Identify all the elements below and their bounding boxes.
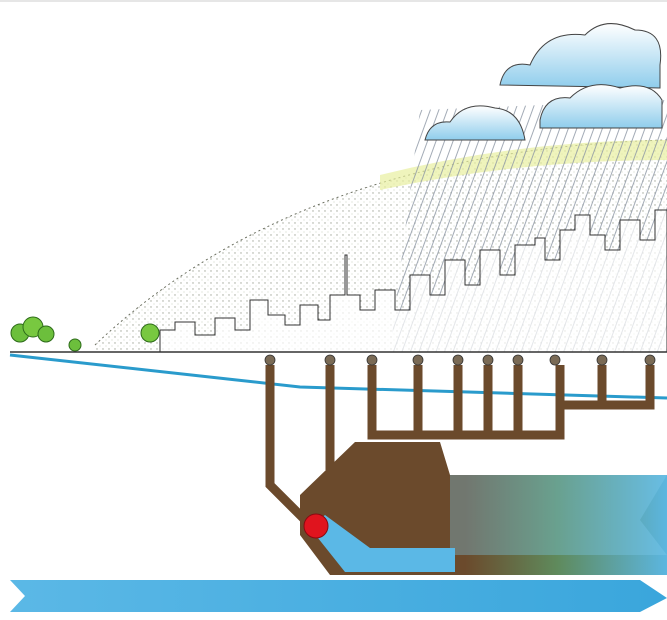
pump [303, 513, 329, 539]
trees [10, 316, 160, 352]
water-table [9, 353, 667, 400]
river [10, 580, 667, 612]
skyline [159, 209, 667, 353]
storage-chamber [300, 442, 667, 575]
pipes [265, 365, 655, 524]
drain-caps [264, 354, 656, 366]
chamber-light [450, 475, 667, 555]
clouds [424, 23, 663, 141]
outflow [310, 515, 455, 572]
